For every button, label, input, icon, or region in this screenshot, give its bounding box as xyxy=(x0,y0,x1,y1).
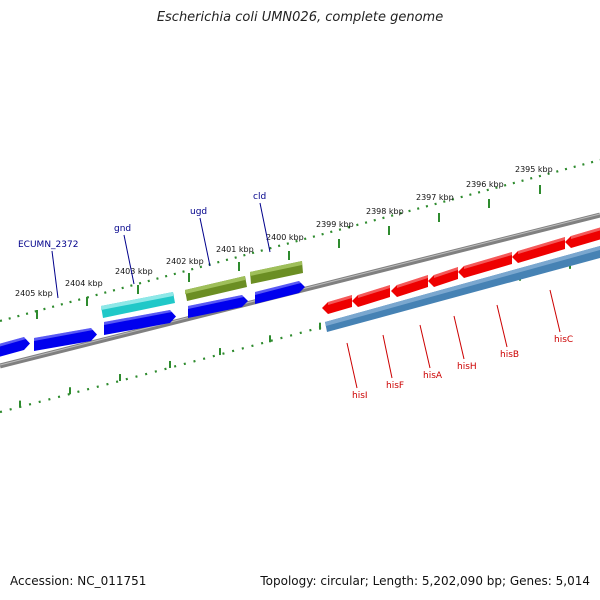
scale-label: 2398 kbp xyxy=(366,207,404,216)
gene-label-forward: ugd xyxy=(190,207,207,217)
gene-label-forward: cld xyxy=(253,192,266,202)
cds-reverse xyxy=(565,227,600,248)
cds-forward xyxy=(0,337,30,357)
gene-features xyxy=(0,227,600,357)
outer-scale-ticks xyxy=(36,185,541,319)
scale-label: 2400 kbp xyxy=(266,233,304,242)
scale-label: 2403 kbp xyxy=(115,267,153,276)
gene-label-leader xyxy=(199,217,211,267)
gene-label-leader xyxy=(51,250,59,299)
scale-label: 2401 kbp xyxy=(216,245,254,254)
gene-label-leader xyxy=(419,324,431,369)
gene-label-reverse: hisI xyxy=(352,391,368,401)
gene-label-leader xyxy=(123,234,135,285)
scale-label: 2395 kbp xyxy=(515,165,553,174)
scale-label: 2399 kbp xyxy=(316,220,354,229)
inner-scale-track xyxy=(0,248,600,414)
cds-forward-cld xyxy=(255,281,305,304)
scale-label: 2402 kbp xyxy=(166,257,204,266)
gene-label-leader xyxy=(453,315,465,360)
map-title: Escherichia coli UMN026, complete genome xyxy=(156,10,444,25)
gene-label-leader xyxy=(549,289,561,333)
scale-label: 2405 kbp xyxy=(15,289,53,298)
cds-cld-highlight xyxy=(250,261,302,276)
accession-label: Accession: NC_011751 xyxy=(10,574,147,588)
gene-label-leader xyxy=(382,334,393,379)
his-operon-bar xyxy=(325,246,600,332)
genome-stats-label: Topology: circular; Length: 5,202,090 bp… xyxy=(260,574,590,588)
gene-label-forward: gnd xyxy=(114,224,131,234)
gene-label-reverse: hisH xyxy=(457,362,477,372)
scale-labels: 2395 kbp 2396 kbp 2397 kbp 2398 kbp 2399 kbp… xyxy=(15,165,553,298)
scale-label: 2404 kbp xyxy=(65,279,103,288)
gene-label-forward: ECUMN_2372 xyxy=(18,240,78,250)
gene-labels: ECUMN_2372 gnd ugd cld hisI hisF hisA hisH hisB h… xyxy=(18,192,573,401)
gene-label-reverse: hisB xyxy=(500,350,519,360)
gene-label-reverse: hisC xyxy=(554,335,573,345)
cds-reverse-hisC xyxy=(512,237,565,263)
scale-label: 2396 kbp xyxy=(466,180,504,189)
cds-gnd-highlight xyxy=(101,292,173,310)
scale-label: 2397 kbp xyxy=(416,193,454,202)
gene-label-leader xyxy=(496,304,508,348)
cds-reverse-hisI xyxy=(322,295,352,314)
cds-ugd-highlight xyxy=(185,276,245,294)
cds-forward-gnd xyxy=(104,310,176,335)
cds-forward xyxy=(34,328,97,351)
cds-reverse-hisB xyxy=(458,252,512,278)
gene-label-reverse: hisF xyxy=(386,381,404,391)
cds-reverse-hisH xyxy=(428,267,458,287)
gene-label-leader xyxy=(259,202,271,253)
cds-reverse-hisF xyxy=(352,285,390,307)
cds-forward-ugd xyxy=(188,295,248,318)
cds-reverse-hisA xyxy=(391,275,428,297)
gene-label-leader xyxy=(346,342,358,389)
gene-label-reverse: hisA xyxy=(423,371,443,381)
